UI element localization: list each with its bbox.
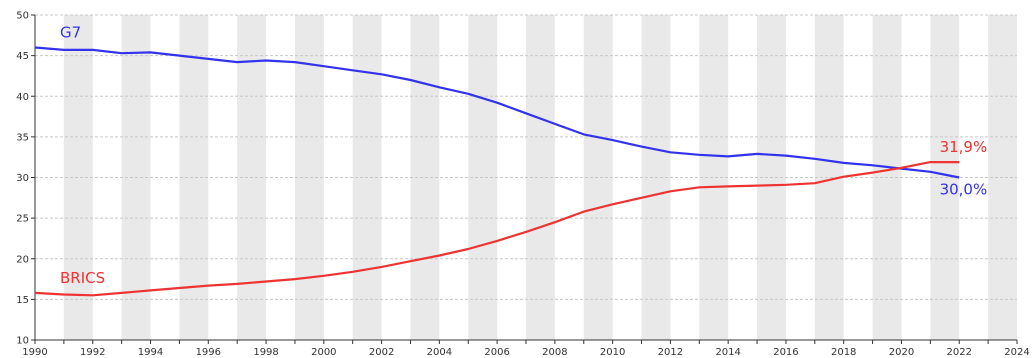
x-tick-label: 2018 bbox=[831, 347, 856, 358]
x-tick-label: 2006 bbox=[484, 347, 509, 358]
x-axis-ticks: 1990 1992 1994 1996 1998 2000 2002 2004 2006 2008… bbox=[22, 340, 1030, 358]
y-axis-ticks: 10 15 20 25 30 35 40 45 50 bbox=[16, 11, 35, 347]
x-tick-label: 1996 bbox=[196, 347, 221, 358]
y-tick-label: 45 bbox=[16, 51, 29, 62]
series-line-g7 bbox=[34, 46, 960, 179]
year-band bbox=[63, 15, 93, 340]
series-label-brics: BRICS bbox=[60, 269, 105, 287]
end-label-brics: 31,9% bbox=[940, 138, 988, 156]
x-tick-label: 1994 bbox=[138, 347, 163, 358]
y-tick-label: 50 bbox=[16, 11, 29, 22]
y-tick-label: 35 bbox=[16, 132, 29, 143]
series-line-brics bbox=[34, 161, 960, 297]
y-tick-label: 30 bbox=[16, 173, 29, 184]
y-tick-label: 10 bbox=[16, 336, 29, 347]
x-tick-label: 2010 bbox=[600, 347, 625, 358]
x-tick-label: 1992 bbox=[80, 347, 105, 358]
x-tick-label: 2000 bbox=[311, 347, 336, 358]
year-band bbox=[699, 15, 729, 340]
series-lines bbox=[34, 46, 960, 297]
y-tick-label: 20 bbox=[16, 254, 29, 265]
x-tick-label: 2022 bbox=[947, 347, 972, 358]
x-tick-label: 2012 bbox=[658, 347, 683, 358]
x-tick-label: 2014 bbox=[715, 347, 740, 358]
y-tick-label: 25 bbox=[16, 214, 29, 225]
series-labels: G7 BRICS 30,0% 31,9% bbox=[60, 24, 987, 287]
x-tick-label: 2004 bbox=[427, 347, 452, 358]
year-band bbox=[294, 15, 324, 340]
y-tick-label: 40 bbox=[16, 92, 29, 103]
x-tick-label: 2020 bbox=[889, 347, 914, 358]
year-band bbox=[583, 15, 613, 340]
y-tick-label: 15 bbox=[16, 295, 29, 306]
x-tick-label: 2016 bbox=[773, 347, 798, 358]
x-tick-label: 1990 bbox=[22, 347, 47, 358]
x-tick-label: 2024 bbox=[1004, 347, 1029, 358]
series-label-g7: G7 bbox=[60, 24, 81, 42]
end-label-g7: 30,0% bbox=[940, 181, 988, 199]
year-band bbox=[179, 15, 209, 340]
x-tick-label: 2002 bbox=[369, 347, 394, 358]
x-tick-label: 2008 bbox=[542, 347, 567, 358]
x-tick-label: 1998 bbox=[253, 347, 278, 358]
